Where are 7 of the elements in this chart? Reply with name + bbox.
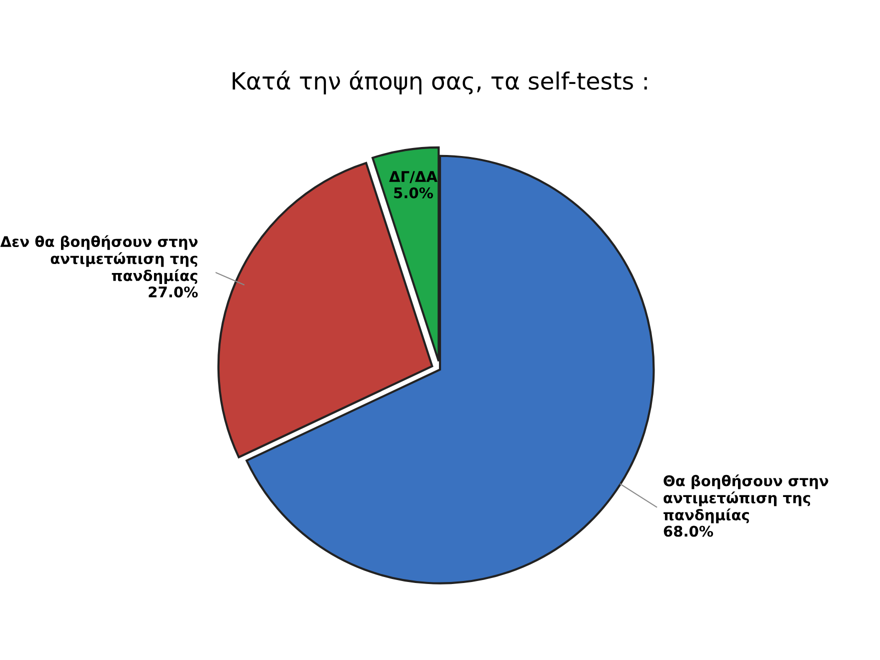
data-label: 5.0% <box>394 187 434 198</box>
slice-label: ΔΓ/ΔΑ <box>389 171 438 184</box>
slice-label: Θα βοηθήσουν στην αντιμετώπιση της πανδημίας <box>664 474 828 524</box>
slice-label: Δεν θα βοηθήσουν στην αντιμετώπιση της πανδημίας <box>0 235 198 284</box>
chart-title: Κατά την άποψη σας, τα self-tests : <box>232 70 647 94</box>
data-label: 27.0% <box>148 286 198 298</box>
data-label: 68.0% <box>664 526 714 537</box>
